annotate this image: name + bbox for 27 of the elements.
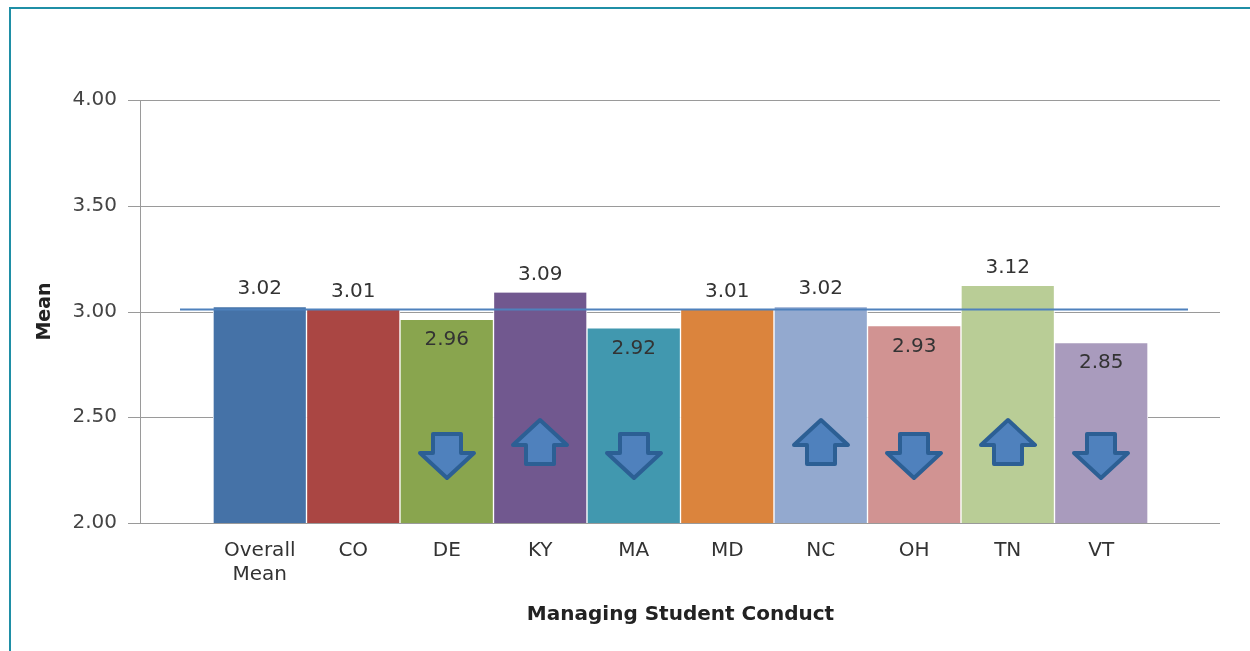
x-tick-label: NC: [806, 537, 836, 562]
x-tick-label: VT: [1088, 537, 1115, 562]
y-tick-label: 2.50: [72, 403, 117, 428]
y-tick-label: 4.00: [72, 86, 117, 111]
x-tick-label: Overall Mean: [224, 537, 296, 586]
data-label: 3.01: [704, 277, 750, 302]
data-label: 3.01: [330, 277, 376, 302]
x-tick-label: OH: [898, 537, 930, 562]
data-label: 2.93: [891, 332, 937, 357]
y-tick-label: 3.50: [72, 191, 117, 216]
x-tick-label: DE: [432, 537, 461, 562]
data-label: 2.92: [611, 334, 657, 359]
x-tick-label: KY: [527, 537, 554, 562]
x-tick-label: TN: [993, 537, 1022, 562]
data-label: 3.09: [517, 260, 563, 285]
y-tick-label: 2.00: [72, 509, 117, 534]
y-axis-title: Mean: [32, 282, 55, 341]
x-tick-label: MD: [710, 537, 744, 562]
data-label: 2.85: [1078, 349, 1124, 374]
data-label: 3.02: [237, 275, 283, 300]
data-label: 3.12: [985, 254, 1031, 279]
x-axis-title: Managing Student Conduct: [526, 601, 835, 626]
y-tick-label: 3.00: [72, 297, 117, 322]
data-label: 2.96: [424, 326, 470, 351]
data-label: 3.02: [798, 275, 844, 300]
x-tick-label: CO: [338, 537, 369, 562]
x-tick-label: MA: [618, 537, 650, 562]
